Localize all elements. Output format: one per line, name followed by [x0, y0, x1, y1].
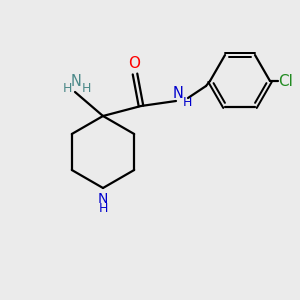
Text: N: N: [98, 192, 108, 206]
Text: H: H: [98, 202, 108, 214]
Text: N: N: [70, 74, 81, 88]
Text: H: H: [62, 82, 72, 95]
Text: H: H: [81, 82, 91, 95]
Text: H: H: [182, 97, 192, 110]
Text: N: N: [172, 86, 183, 101]
Text: O: O: [128, 56, 140, 70]
Text: Cl: Cl: [279, 74, 293, 88]
